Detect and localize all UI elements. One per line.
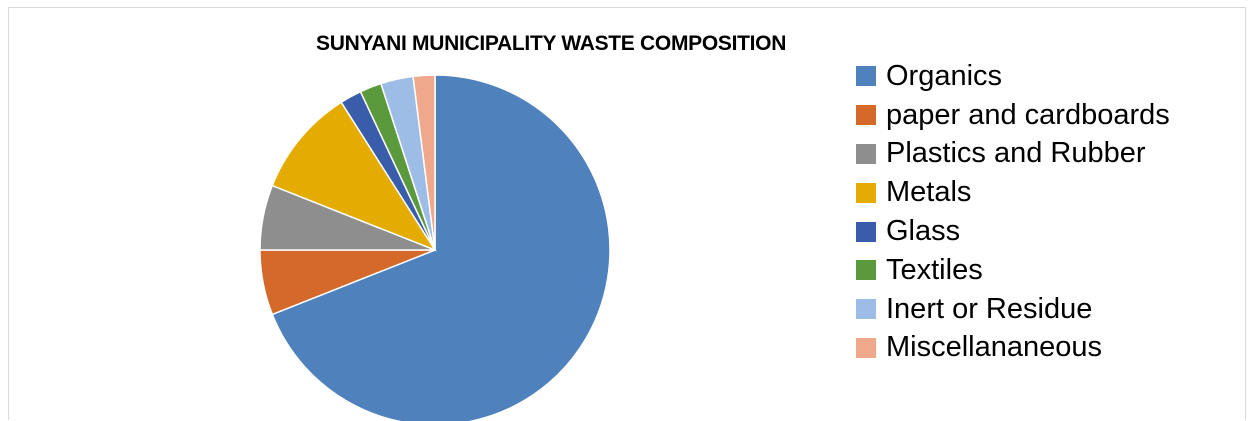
pie-slice-metals [271, 101, 437, 252]
pie-slice-miscellananeous [412, 74, 436, 251]
legend-item-paper-and-cardboards: paper and cardboards [856, 96, 1170, 135]
legend-swatch [856, 66, 876, 87]
legend-item-organics: Organics [856, 57, 1170, 96]
legend-swatch [856, 143, 876, 164]
chart-frame [8, 7, 1246, 420]
legend-label: Organics [886, 59, 1003, 92]
legend-item-inert-or-residue: Inert or Residue [856, 290, 1170, 329]
legend-label: Textiles [886, 253, 983, 286]
legend-label: paper and cardboards [886, 98, 1170, 131]
legend-item-miscellananeous: Miscellananeous [856, 329, 1170, 368]
legend-swatch [856, 105, 876, 126]
legend-label: Miscellananeous [886, 331, 1103, 364]
legend-label: Metals [886, 176, 972, 209]
legend-label: Inert or Residue [886, 292, 1093, 325]
legend-item-glass: Glass [856, 212, 1170, 251]
legend-swatch [856, 221, 876, 242]
legend-swatch [856, 260, 876, 281]
pie-slice-organics [271, 74, 611, 421]
legend-swatch [856, 337, 876, 358]
legend-item-plastics-and-rubber: Plastics and Rubber [856, 135, 1170, 174]
legend-swatch [856, 182, 876, 203]
legend-label: Plastics and Rubber [886, 137, 1146, 170]
legend-item-metals: Metals [856, 173, 1170, 212]
legend-label: Glass [886, 215, 961, 248]
legend-item-textiles: Textiles [856, 251, 1170, 290]
legend-swatch [856, 299, 876, 320]
chart-legend: Organics paper and cardboards Plastics and… [856, 57, 1170, 367]
chart-title: SUNYANI MUNICIPALITY WASTE COMPOSITION [316, 32, 787, 55]
